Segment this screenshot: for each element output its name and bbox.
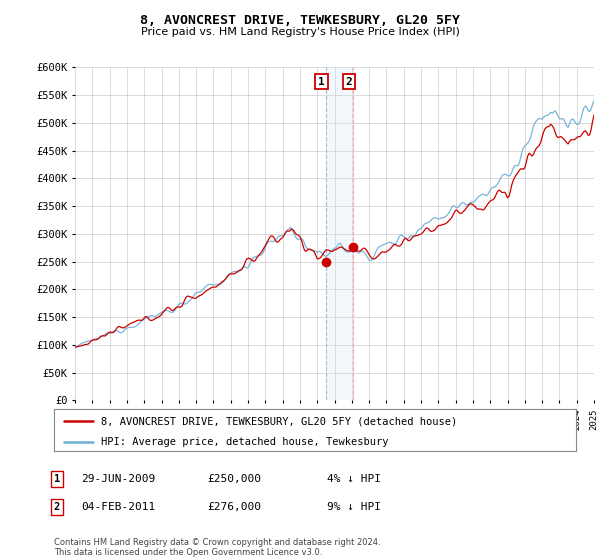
Text: Contains HM Land Registry data © Crown copyright and database right 2024.
This d: Contains HM Land Registry data © Crown c… (54, 538, 380, 557)
Text: 8, AVONCREST DRIVE, TEWKESBURY, GL20 5FY: 8, AVONCREST DRIVE, TEWKESBURY, GL20 5FY (140, 14, 460, 27)
Text: 4% ↓ HPI: 4% ↓ HPI (327, 474, 381, 484)
Text: 8, AVONCREST DRIVE, TEWKESBURY, GL20 5FY (detached house): 8, AVONCREST DRIVE, TEWKESBURY, GL20 5FY… (101, 417, 457, 426)
Text: 1: 1 (54, 474, 60, 484)
Text: £250,000: £250,000 (207, 474, 261, 484)
Text: Price paid vs. HM Land Registry's House Price Index (HPI): Price paid vs. HM Land Registry's House … (140, 27, 460, 37)
Text: £276,000: £276,000 (207, 502, 261, 512)
Text: 9% ↓ HPI: 9% ↓ HPI (327, 502, 381, 512)
Text: 2: 2 (54, 502, 60, 512)
Text: 04-FEB-2011: 04-FEB-2011 (81, 502, 155, 512)
Text: 1: 1 (318, 77, 325, 87)
Text: 2: 2 (346, 77, 352, 87)
Text: 29-JUN-2009: 29-JUN-2009 (81, 474, 155, 484)
Bar (326, 67, 353, 400)
Text: HPI: Average price, detached house, Tewkesbury: HPI: Average price, detached house, Tewk… (101, 437, 388, 447)
